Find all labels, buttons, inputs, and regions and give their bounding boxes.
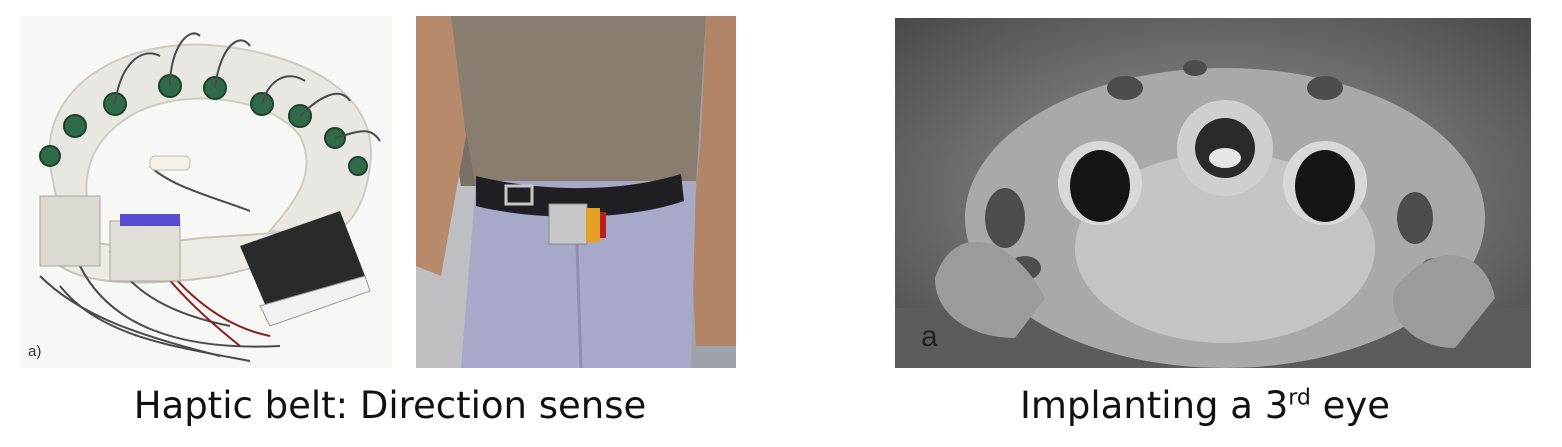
three-eyed-frog-photo: a <box>895 18 1531 368</box>
belt-panel-letter: a) <box>28 343 42 360</box>
haptic-belt-illustration <box>20 16 392 368</box>
frog-panel-letter: a <box>921 320 938 353</box>
haptic-belt-caption: Haptic belt: Direction sense <box>133 384 647 427</box>
belt-wearer-illustration <box>416 16 736 368</box>
frog-illustration <box>895 18 1531 368</box>
belt-wearer-photo <box>416 16 736 368</box>
third-eye-caption: Implanting a 3rd eye <box>905 384 1505 427</box>
third-eye-caption-suffix: eye <box>1310 384 1391 427</box>
third-eye-caption-ordinal: rd <box>1288 385 1311 411</box>
third-eye-caption-prefix: Implanting a 3 <box>1019 384 1289 427</box>
haptic-belt-photo: a) <box>20 16 392 368</box>
